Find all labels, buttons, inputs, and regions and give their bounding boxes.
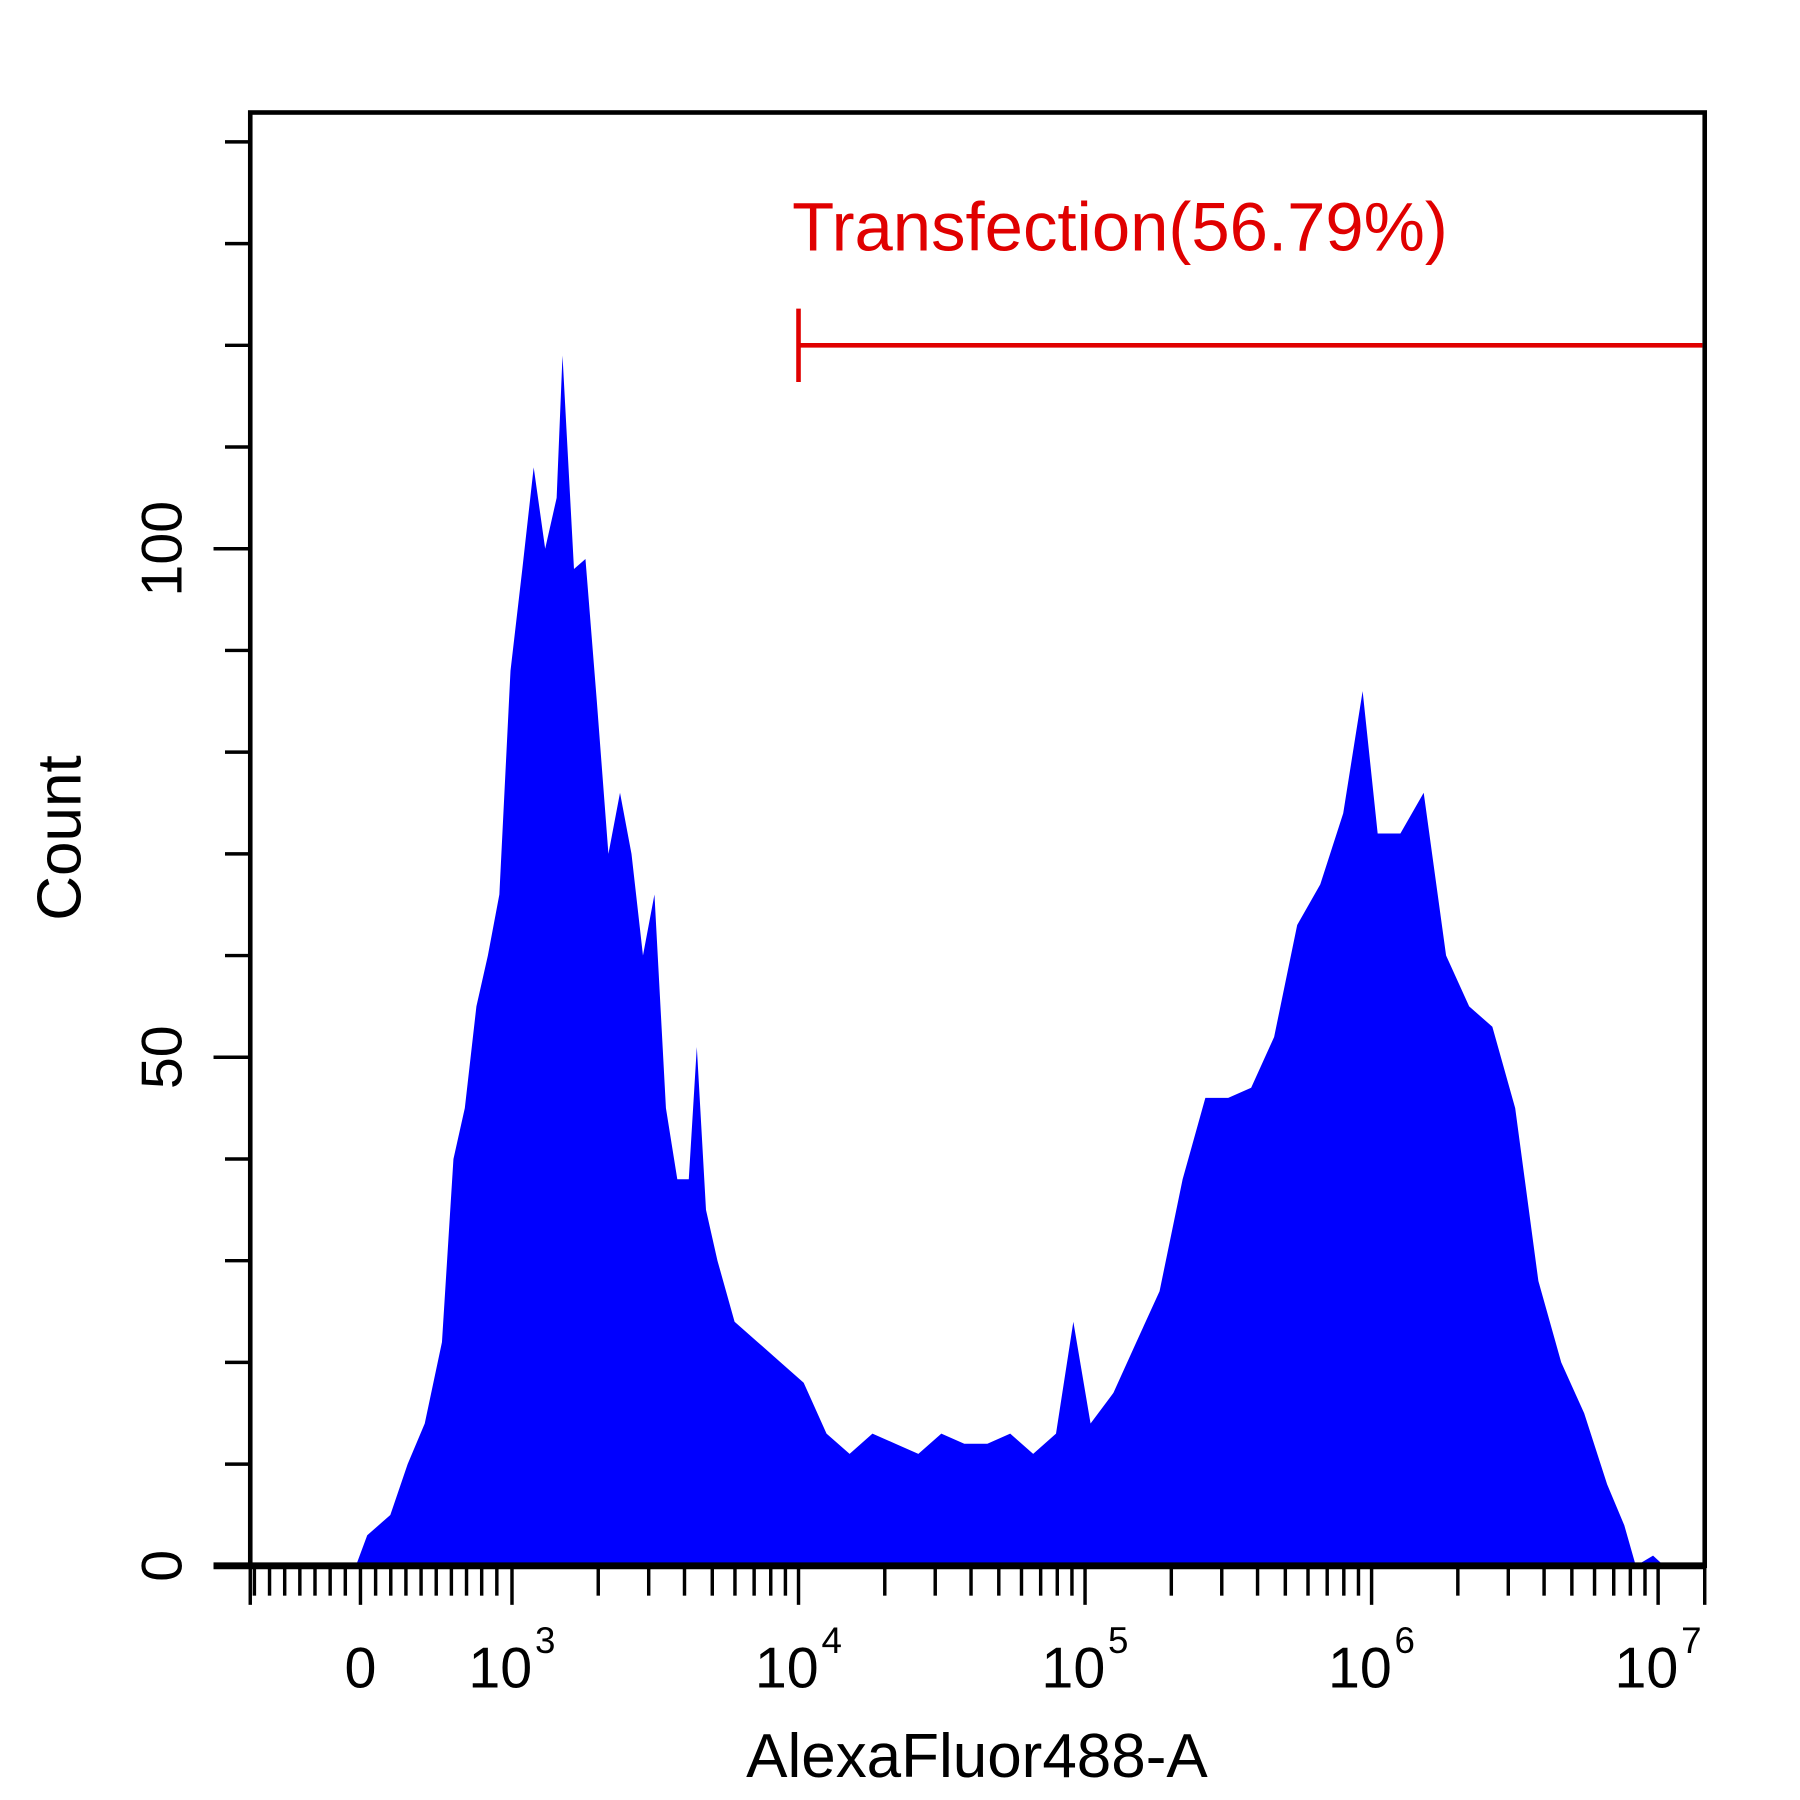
x-axis-label: AlexaFluor488-A	[746, 1722, 1208, 1791]
gate-label: Transfection(56.79%)	[792, 188, 1448, 265]
x-tick-exponent: 3	[535, 1620, 555, 1661]
x-tick-label: 10	[1328, 1637, 1392, 1701]
x-tick-exponent: 6	[1395, 1620, 1415, 1661]
x-tick-exponent: 5	[1108, 1620, 1128, 1661]
histogram-area	[355, 355, 1665, 1566]
x-tick-exponent: 7	[1681, 1620, 1701, 1661]
x-ticks-group: 0 10 3 10 4 10 5 10 6 10 7	[248, 1565, 1707, 1701]
x-tick-label: 0	[344, 1637, 376, 1701]
gate-group: Transfection(56.79%)	[792, 188, 1703, 383]
x-tick-label: 10	[468, 1637, 532, 1701]
y-axis-label: Count	[25, 755, 94, 920]
x-tick-exponent: 4	[821, 1620, 841, 1661]
x-tick-label: 10	[755, 1637, 819, 1701]
x-tick-label: 10	[1041, 1637, 1105, 1701]
histogram-area-group	[355, 355, 1665, 1566]
y-tick-label: 100	[130, 501, 194, 597]
y-ticks-group: 0 50 100	[130, 140, 251, 1582]
y-tick-label: 50	[130, 1025, 194, 1089]
y-tick-label: 0	[130, 1550, 194, 1582]
x-tick-label: 10	[1614, 1637, 1678, 1701]
